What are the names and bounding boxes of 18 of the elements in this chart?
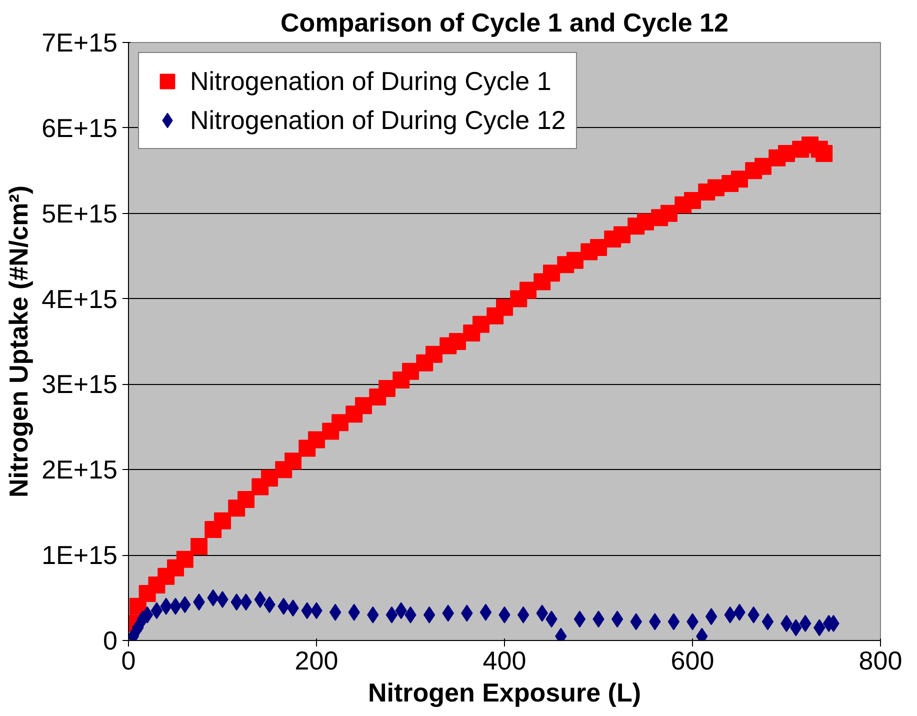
y-tick-label: 2E+15 [42,454,118,485]
legend-label: Nitrogenation of During Cycle 1 [190,66,552,96]
y-tick-label: 4E+15 [42,284,118,314]
x-axis-title: Nitrogen Exposure (L) [368,678,642,708]
y-tick-label: 0 [103,626,118,656]
legend-label: Nitrogenation of During Cycle 12 [190,104,566,136]
x-tick-label: 800 [858,646,902,676]
x-tick-label: 200 [294,646,338,676]
y-tick-label: 1E+15 [42,540,118,570]
y-tick-label: 5E+15 [42,198,118,228]
x-tick-label: 0 [121,646,136,676]
y-tick-label: 6E+15 [42,112,118,143]
y-tick-label: 3E+15 [42,369,118,400]
y-axis-title: Nitrogen Uptake (#N/cm²) [4,185,34,498]
chart-title: Comparison of Cycle 1 and Cycle 12 [280,8,728,38]
x-tick-label: 600 [670,646,714,676]
x-tick-label: 400 [482,646,526,676]
y-tick-label: 7E+15 [42,28,118,58]
